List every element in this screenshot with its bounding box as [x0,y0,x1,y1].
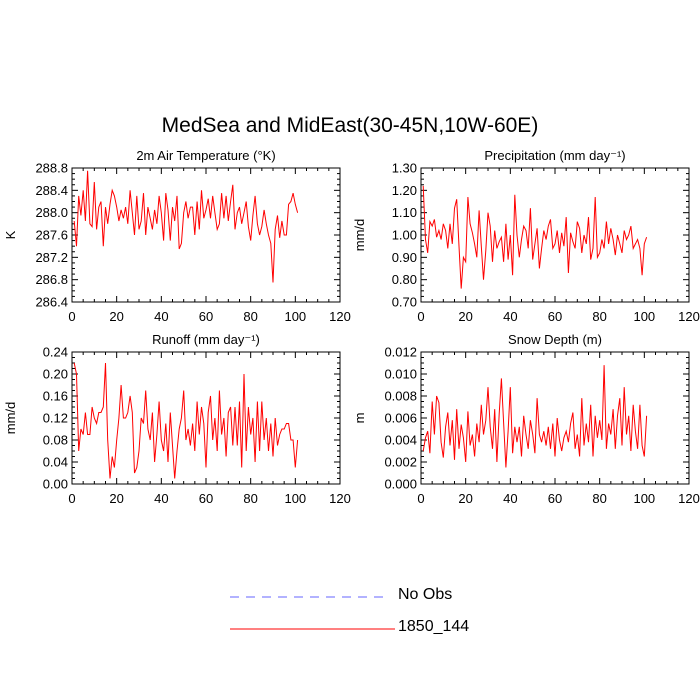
y-tick-label: 0.006 [384,411,417,426]
legend-swatch-solid [230,628,395,630]
x-tick-label: 20 [109,491,123,506]
x-tick-label: 60 [199,309,213,324]
y-tick-label: 0.04 [43,455,68,470]
legend-swatch-dashed [230,596,388,598]
y-axis-label: m [352,413,367,424]
panel-title: 2m Air Temperature (°K) [136,148,275,163]
panel-4: Snow Depth (m) m 0 20 40 60 80 100 120 0.000 0.002… [352,332,700,506]
y-tick-label: 1.20 [392,183,417,198]
panel-title: Runoff (mm day⁻¹) [152,332,260,347]
y-tick-label: 0.12 [43,411,68,426]
x-tick-label: 40 [503,491,517,506]
panel-2: Precipitation (mm day⁻¹) mm/d 0 20 40 60 80 100… [352,148,700,324]
panel-1: 2m Air Temperature (°K) K 0 20 40 60 80 100 120 2… [3,148,351,324]
y-tick-label: 0.004 [384,433,417,448]
x-tick-label: 20 [109,309,123,324]
y-tick-label: 0.000 [384,477,417,492]
legend-item-1850-144: 1850_144 [230,618,469,640]
y-axis-label: K [3,230,18,239]
panel-title: Precipitation (mm day⁻¹) [484,148,625,163]
y-tick-label: 288.8 [35,161,68,176]
x-tick-label: 0 [68,491,75,506]
y-tick-label: 0.012 [384,345,417,360]
y-tick-label: 0.002 [384,455,417,470]
y-tick-label: 0.20 [43,367,68,382]
legend-label: No Obs [398,586,453,603]
x-tick-label: 0 [68,309,75,324]
y-tick-label: 288.4 [35,183,68,198]
panel-3: Runoff (mm day⁻¹) mm/d 0 20 40 60 80 100 120 0.00… [3,332,351,506]
x-tick-label: 40 [154,491,168,506]
y-tick-label: 0.16 [43,389,68,404]
x-tick-label: 40 [154,309,168,324]
y-tick-label: 288.0 [35,205,68,220]
series-line [422,365,648,468]
x-tick-label: 20 [458,309,472,324]
x-tick-label: 80 [243,309,257,324]
plot-frame [71,167,341,303]
series-line [73,170,299,283]
x-tick-label: 40 [503,309,517,324]
x-tick-label: 60 [548,309,562,324]
y-tick-label: 286.4 [35,295,68,310]
y-tick-label: 0.08 [43,433,68,448]
x-tick-label: 100 [284,309,306,324]
panel-title: Snow Depth (m) [508,332,602,347]
x-tick-label: 60 [199,491,213,506]
x-tick-label: 80 [243,491,257,506]
y-tick-label: 0.24 [43,345,68,360]
y-axis-label: mm/d [352,219,367,252]
x-tick-label: 80 [592,309,606,324]
x-tick-label: 0 [417,491,424,506]
x-tick-label: 120 [329,491,351,506]
y-axis-label: mm/d [3,402,18,435]
y-tick-label: 0.008 [384,389,417,404]
x-tick-label: 100 [284,491,306,506]
x-tick-label: 60 [548,491,562,506]
legend-label: 1850_144 [398,618,470,635]
x-tick-label: 0 [417,309,424,324]
y-tick-label: 286.8 [35,272,68,287]
y-tick-label: 0.70 [392,295,417,310]
x-tick-label: 120 [678,309,700,324]
y-tick-label: 0.00 [43,477,68,492]
legend-item-no-obs: No Obs [230,586,452,608]
y-tick-label: 1.10 [392,205,417,220]
x-tick-label: 100 [633,491,655,506]
y-tick-label: 0.90 [392,250,417,265]
plot-frame [420,351,690,485]
series-line [73,362,299,479]
y-tick-label: 1.00 [392,228,417,243]
x-tick-label: 100 [633,309,655,324]
y-tick-label: 287.6 [35,228,68,243]
x-tick-label: 80 [592,491,606,506]
y-tick-label: 287.2 [35,250,68,265]
chart-title: MedSea and MidEast(30-45N,10W-60E) [161,114,539,137]
y-tick-label: 0.010 [384,367,417,382]
y-tick-label: 0.80 [392,272,417,287]
x-tick-label: 120 [329,309,351,324]
series-line [422,185,648,289]
y-tick-label: 1.30 [392,161,417,176]
x-tick-label: 20 [458,491,472,506]
x-tick-label: 120 [678,491,700,506]
